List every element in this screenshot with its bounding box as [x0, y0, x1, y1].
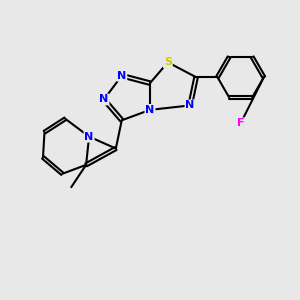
Text: F: F	[237, 118, 244, 128]
Text: N: N	[185, 100, 195, 110]
Text: N: N	[99, 94, 109, 104]
Text: N: N	[117, 71, 126, 81]
Text: N: N	[146, 105, 154, 115]
Text: S: S	[164, 57, 172, 67]
Text: N: N	[84, 132, 94, 142]
